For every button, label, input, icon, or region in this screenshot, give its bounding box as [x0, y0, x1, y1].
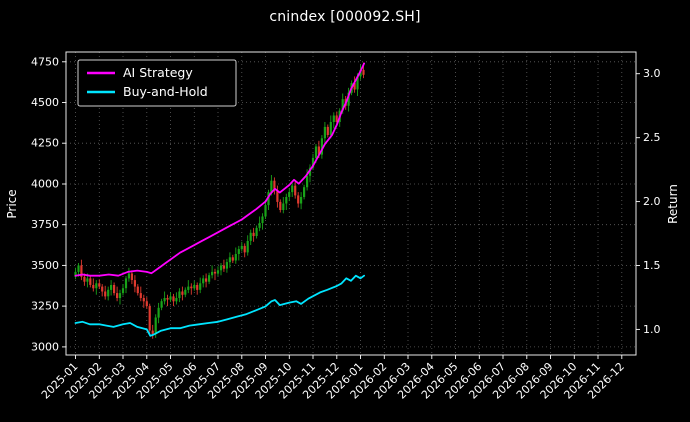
price-axis-label: Price — [5, 189, 19, 218]
price-axis-tick-label: 4750 — [31, 55, 59, 68]
return-axis-tick-label: 2.0 — [643, 195, 661, 208]
price-axis-tick-label: 3000 — [31, 340, 59, 353]
chart-title: cnindex [000092.SH] — [269, 9, 421, 25]
price-axis-tick-label: 4000 — [31, 178, 59, 191]
legend-label: Buy-and-Hold — [123, 84, 208, 99]
plot-frame — [65, 51, 637, 356]
price-axis-tick-label: 3500 — [31, 259, 59, 272]
price-axis-tick-label: 3250 — [31, 300, 59, 313]
candlesticks — [74, 62, 365, 339]
return-axis-tick-label: 1.0 — [643, 323, 661, 336]
ai-strategy-line — [74, 62, 366, 277]
legend-entry-ai-strategy-line: AI Strategy — [87, 65, 193, 80]
legend-entry-buy-and-hold-line: Buy-and-Hold — [87, 84, 208, 99]
return-axis-tick-label: 2.5 — [643, 131, 661, 144]
price-axis-tick-label: 3750 — [31, 218, 59, 231]
legend: AI Strategy Buy-and-Hold — [77, 59, 237, 107]
legend-box — [77, 59, 237, 107]
return-axis-label: Return — [666, 184, 680, 224]
price-axis-tick-label: 4250 — [31, 137, 59, 150]
buy-and-hold-line — [74, 274, 366, 337]
legend-label: AI Strategy — [123, 65, 193, 80]
return-axis-tick-label: 3.0 — [643, 67, 661, 80]
return-axis-tick-label: 1.5 — [643, 259, 661, 272]
price-axis-tick-label: 4500 — [31, 96, 59, 109]
